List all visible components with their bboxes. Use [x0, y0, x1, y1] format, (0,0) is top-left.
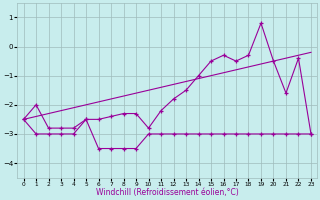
X-axis label: Windchill (Refroidissement éolien,°C): Windchill (Refroidissement éolien,°C) [96, 188, 239, 197]
